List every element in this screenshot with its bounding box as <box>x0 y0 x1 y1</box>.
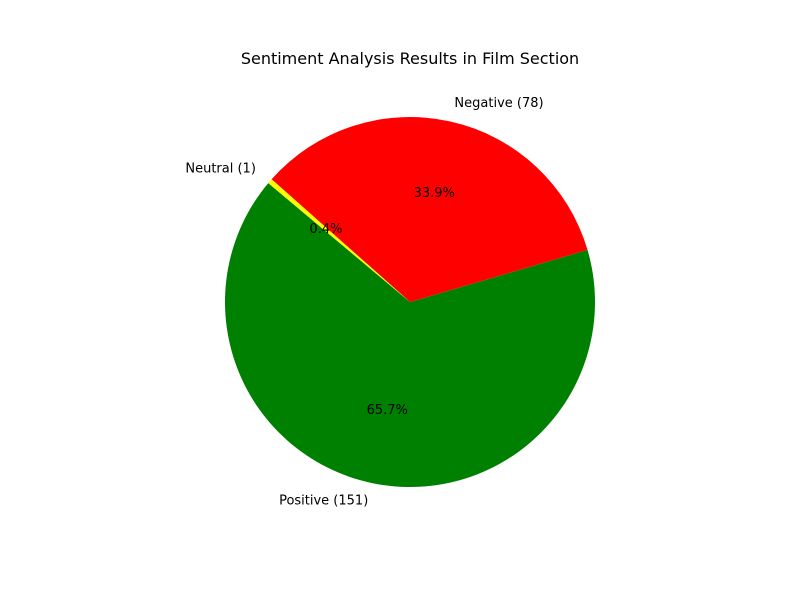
pie-slice-neutral <box>268 179 410 302</box>
slice-percent-positive: 65.7% <box>367 403 408 418</box>
slice-percent-negative: 33.9% <box>414 186 455 201</box>
chart-title: Sentiment Analysis Results in Film Secti… <box>241 49 579 68</box>
slice-percent-neutral: 0.4% <box>309 222 342 237</box>
pie-labels: Positive (151) 65.7% Negative (78) 33.9% Neu… <box>185 96 543 509</box>
slice-label-positive: Positive (151) <box>279 494 368 509</box>
slice-label-neutral: Neutral (1) <box>185 162 256 177</box>
slice-label-negative: Negative (78) <box>454 96 543 111</box>
pie-slices <box>224 117 595 487</box>
pie-slice-positive <box>224 183 595 487</box>
pie-slice-negative <box>271 117 588 302</box>
